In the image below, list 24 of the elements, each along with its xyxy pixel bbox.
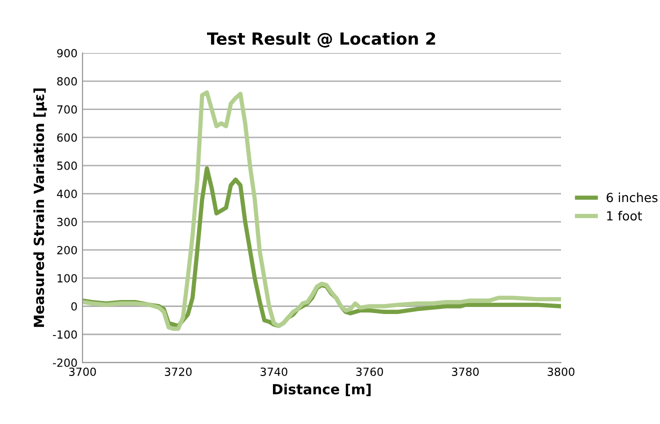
legend-label: 1 foot [607,210,642,221]
y-tick-label: 800 [57,77,77,86]
x-tick-label: 3740 [260,368,288,376]
y-tick-label: 600 [57,133,77,142]
y-tick-label: 200 [57,246,77,254]
x-tick-label: 3780 [452,368,479,376]
y-axis-title: Measured Strain Variation [με] [33,88,47,327]
x-tick-label: 3700 [69,368,96,376]
y-tick-label: 100 [58,274,77,282]
y-tick-label: -100 [52,330,77,339]
y-tick-label: 700 [57,105,77,114]
line-series [82,90,561,331]
x-tick-label: 3800 [548,368,574,376]
x-tick-label: 3720 [164,368,192,376]
y-tick-label: 500 [57,162,77,170]
x-tick-label: 3760 [356,368,383,376]
y-tick-label: -200 [52,358,77,367]
y-tick-label: 900 [57,48,77,58]
legend-label: 6 inches [606,192,658,202]
y-tick-label: 300 [57,218,77,226]
x-axis-title: Distance [m] [272,384,371,396]
y-tick-label: 400 [56,190,77,198]
y-tick-label: 0 [71,302,77,311]
chart-title: Test Result @ Location 2 [207,32,436,48]
